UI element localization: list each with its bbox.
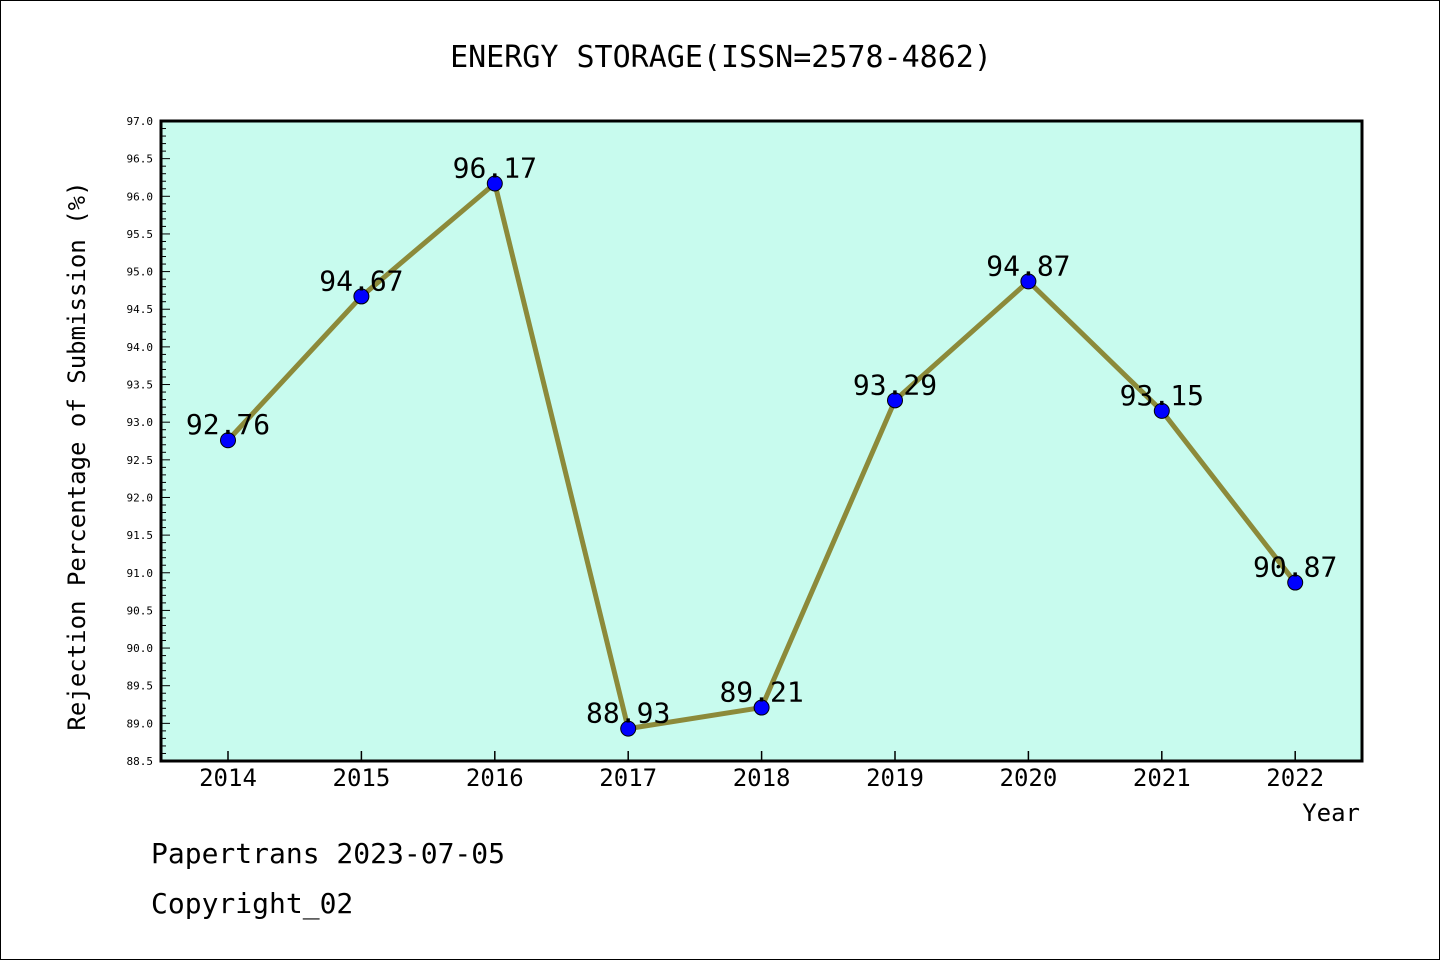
y-tick-label: 96.0 (127, 190, 154, 203)
y-tick-label: 95.5 (127, 228, 154, 241)
data-point (1287, 574, 1304, 591)
data-label: 94.67 (319, 264, 403, 297)
data-point (753, 699, 770, 716)
chart-title: ENERGY STORAGE(ISSN=2578-4862) (450, 40, 992, 75)
y-tick-label: 89.5 (127, 680, 154, 693)
footer-copyright: Copyright_02 (151, 887, 354, 920)
y-axis-label: Rejection Percentage of Submission (%) (63, 181, 91, 730)
y-tick-label: 88.5 (127, 755, 154, 768)
x-tick-label: 2020 (1000, 764, 1058, 792)
x-tick-label: 2017 (599, 764, 657, 792)
x-tick-label: 2018 (733, 764, 791, 792)
data-point (620, 720, 637, 737)
y-tick-label: 96.5 (127, 153, 154, 166)
y-tick-label: 95.0 (127, 266, 154, 279)
footer-date: Papertrans 2023-07-05 (151, 837, 506, 870)
data-label: 90.87 (1253, 551, 1337, 584)
data-label: 93.29 (853, 368, 937, 401)
data-point (1020, 273, 1037, 290)
y-tick-label: 97.0 (127, 115, 154, 128)
x-tick-label: 2016 (466, 764, 524, 792)
y-tick-label: 91.0 (127, 567, 154, 580)
plot-area (159, 119, 1364, 763)
x-tick-label: 2014 (199, 764, 257, 792)
data-label: 93.15 (1120, 379, 1204, 412)
data-label: 88.93 (586, 697, 670, 730)
y-tick-label: 94.0 (127, 341, 154, 354)
y-tick-label: 94.5 (127, 303, 154, 316)
y-tick-label: 91.5 (127, 529, 154, 542)
x-tick-label: 2015 (333, 764, 391, 792)
data-point (353, 288, 370, 305)
data-labels: 92.76 94.67 96.17 88.93 89.21 93.29 94.87 93.15… (186, 151, 1337, 729)
y-tick-label: 92.0 (127, 491, 154, 504)
data-label: 96.17 (453, 151, 537, 184)
y-tick-label: 93.5 (127, 379, 154, 392)
data-point (220, 432, 236, 449)
y-tick-label: 89.0 (127, 717, 154, 730)
y-tick-label: 92.5 (127, 454, 154, 467)
x-tick-label: 2021 (1133, 764, 1191, 792)
x-axis: 2014 2015 2016 2017 2018 2019 2020 2021 2022 (199, 751, 1324, 792)
y-axis: 88.5 89.0 89.5 90.0 90.5 91.0 91.5 92.0 92.5 93.0… (127, 115, 170, 768)
y-tick-label: 90.5 (127, 604, 154, 617)
data-point (486, 175, 503, 192)
data-label: 92.76 (186, 408, 270, 441)
x-tick-label: 2019 (866, 764, 924, 792)
data-label: 94.87 (986, 249, 1070, 282)
x-tick-label: 2022 (1266, 764, 1324, 792)
x-axis-label: Year (1302, 799, 1360, 827)
data-point (887, 392, 903, 409)
y-tick-label: 93.0 (127, 416, 154, 429)
data-label: 89.21 (719, 676, 803, 709)
data-point (1153, 402, 1170, 419)
y-tick-label: 90.0 (127, 642, 154, 655)
series-markers (220, 175, 1304, 737)
